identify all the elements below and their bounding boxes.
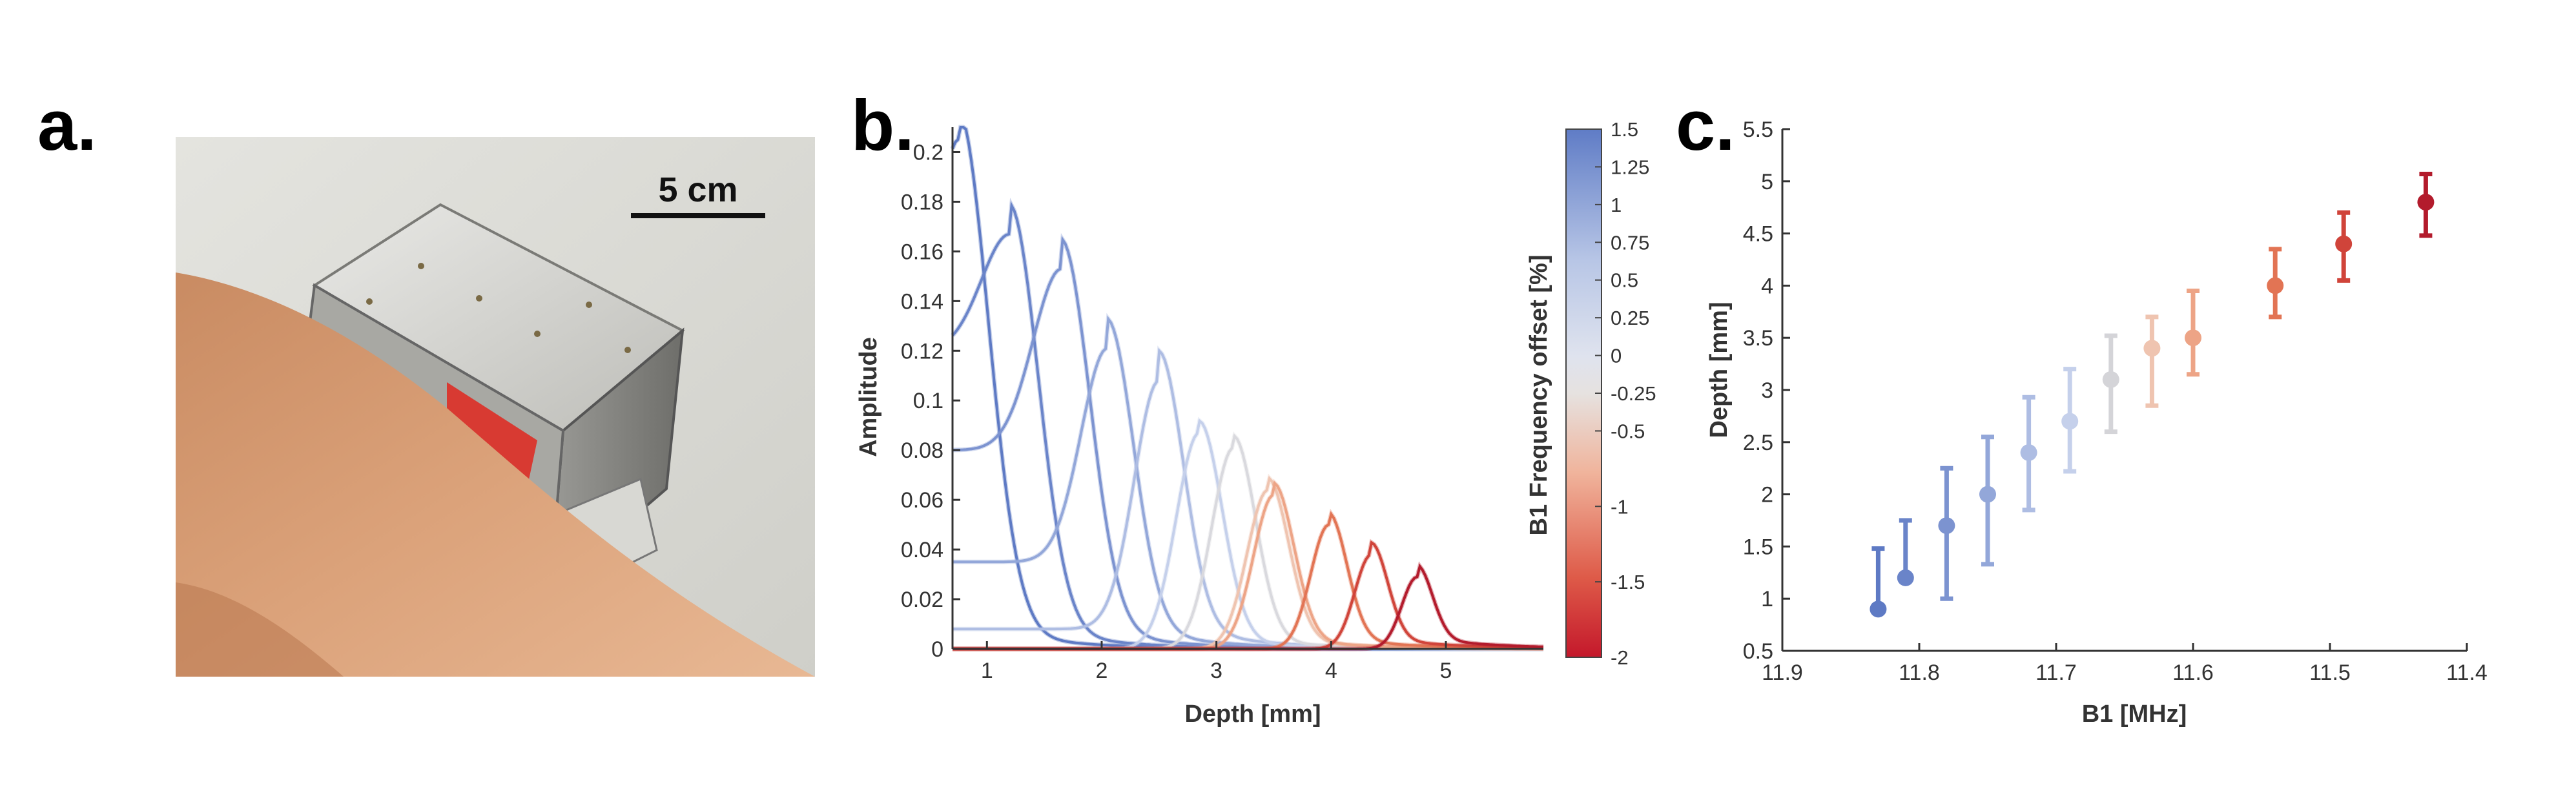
device-photo: 5 cm [176, 137, 815, 677]
c-data-point [2143, 340, 2161, 357]
c-axes: 0.511.522.533.544.555.511.9 11.8 11.7 11.6 1… [1743, 118, 2488, 685]
c-y-axis-label: Depth [mm] [1705, 302, 1733, 438]
chart-b: 0 0.02 0.04 0.06 0.08 0.1 0.12 0.14 0.16 0.18 0.2 1… [840, 110, 1711, 743]
c-data-point [2185, 329, 2201, 347]
b-series-halo-0.25 [953, 416, 1543, 651]
c-x-tick-label: 11.8 [1899, 661, 1940, 685]
b-colorbar: 1.5 1.25 1 0.75 0.5 0.25 0 -0.25 -0.5 -1 -1.5 -2 [1565, 118, 1656, 669]
b-colorbar-tick-label: 0.75 [1611, 231, 1649, 254]
c-data-point [2267, 277, 2284, 294]
b-y-tick-label: 0.12 [901, 339, 943, 364]
b-y-tick-label: 0.08 [901, 438, 943, 463]
c-y-tick-label: 5 [1761, 170, 1773, 194]
c-y-tick-label: 2.5 [1743, 431, 1773, 455]
b-y-tick-label: 0.1 [913, 389, 943, 413]
b-colorbar-tick-label: -0.5 [1611, 420, 1645, 442]
c-y-tick-label: 2 [1761, 483, 1773, 507]
c-y-tick-label: 4 [1761, 274, 1773, 298]
c-x-tick-label: 11.9 [1762, 661, 1803, 685]
scale-bar [631, 213, 765, 218]
c-data-point [2020, 444, 2037, 461]
c-data-point [2102, 371, 2119, 388]
c-y-tick-label: 3.5 [1743, 326, 1773, 351]
chart-b-svg: 0 0.02 0.04 0.06 0.08 0.1 0.12 0.14 0.16 0.18 0.2 1… [855, 118, 1656, 728]
b-axes: 0 0.02 0.04 0.06 0.08 0.1 0.12 0.14 0.16 0.18 0.2 1… [901, 127, 1543, 683]
c-y-tick-label: 3 [1761, 378, 1773, 403]
panel-label-c: c. [1676, 86, 1735, 165]
b-y-tick-label: 0.02 [901, 588, 943, 612]
c-y-tick-label: 4.5 [1743, 222, 1773, 247]
b-x-axis-label: Depth [mm] [1184, 701, 1321, 728]
b-colorbar-tick-label: -1 [1611, 495, 1629, 518]
b-colorbar-tick-label: -0.25 [1611, 382, 1656, 405]
b-x-tick-label: 1 [981, 659, 993, 683]
forearm [176, 272, 815, 677]
c-data-point [2417, 194, 2435, 211]
b-x-tick-label: 3 [1210, 659, 1222, 683]
chart-c-svg: 0.511.522.533.544.555.511.9 11.8 11.7 11.6 1… [1705, 118, 2488, 728]
device-red-patch [447, 382, 537, 486]
c-points [1870, 171, 2435, 618]
c-x-tick-label: 11.5 [2309, 661, 2351, 685]
b-y-tick-label: 0.14 [901, 289, 943, 314]
c-data-point [2061, 413, 2079, 430]
b-x-tick-label: 5 [1440, 659, 1452, 683]
b-colorbar-tick-label: 1 [1611, 194, 1622, 216]
c-data-point [1979, 486, 1996, 503]
c-y-tick-label: 5.5 [1743, 118, 1773, 142]
b-y-tick-label: 0.04 [901, 538, 943, 562]
c-x-tick-label: 11.7 [2035, 661, 2077, 685]
b-colorbar-tick-label: 0.5 [1611, 269, 1638, 292]
b-curves [950, 125, 1544, 651]
chart-c: 0.5 1 1.5 2 2.5 3 3.5 4 4.5 5 5.5 11.9 11.8 11.7 11.6 1… [1705, 110, 2506, 743]
c-y-tick-label: 0.5 [1743, 639, 1773, 664]
c-data-point [1938, 517, 1955, 535]
b-colorbar-tick-label: 0 [1611, 345, 1622, 367]
c-y-tick-label: 1 [1761, 587, 1773, 611]
b-colorbar-label: B1 Frequency offset [%] [1525, 255, 1552, 536]
b-x-tick-label: 2 [1096, 659, 1108, 683]
c-y-tick-label: 1.5 [1743, 535, 1773, 559]
b-y-tick-label: 0.2 [913, 140, 943, 165]
b-colorbar-tick-label: 1.5 [1611, 118, 1638, 141]
b-x-tick-label: 4 [1325, 659, 1337, 683]
b-colorbar-tick-label: 1.25 [1611, 156, 1649, 178]
b-y-tick-label: 0.18 [901, 190, 943, 214]
c-data-point [1870, 600, 1887, 618]
b-colorbar-tick-label: 0.25 [1611, 307, 1649, 329]
c-x-tick-label: 11.4 [2446, 661, 2488, 685]
b-colorbar-tick-label: -2 [1611, 646, 1629, 669]
b-y-tick-label: 0.16 [901, 240, 943, 264]
b-y-tick-label: 0.06 [901, 488, 943, 513]
scale-bar-label: 5 cm [658, 170, 737, 209]
device-photo-illustration: 5 cm [176, 137, 815, 677]
b-y-axis-label: Amplitude [855, 337, 882, 457]
b-colorbar-tick-label: -1.5 [1611, 571, 1645, 593]
panel-label-a: a. [37, 86, 97, 165]
c-x-axis-label: B1 [MHz] [2082, 701, 2187, 728]
c-data-point [1897, 569, 1914, 586]
c-x-tick-label: 11.6 [2172, 661, 2214, 685]
panel-label-b: b. [851, 86, 914, 165]
b-y-tick-label: 0 [931, 637, 943, 662]
c-data-point [2335, 235, 2353, 252]
